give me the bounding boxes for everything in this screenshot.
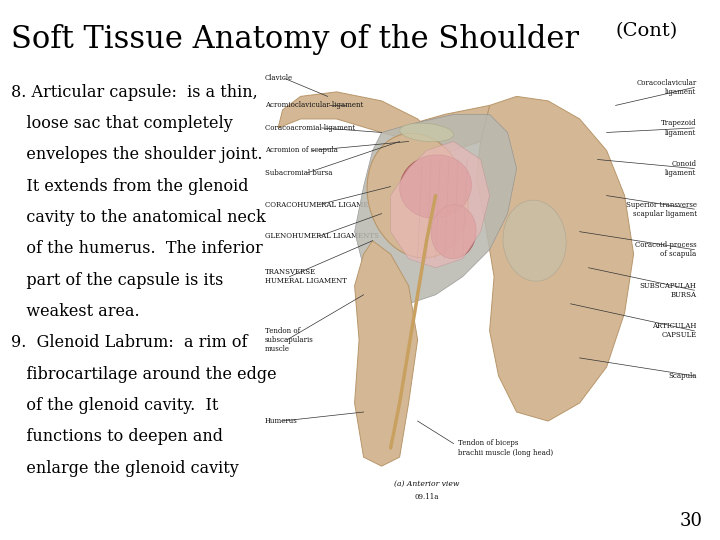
- Text: SUBSCAPULAH
BURSA: SUBSCAPULAH BURSA: [640, 282, 697, 299]
- Text: Acromioclavicular ligament: Acromioclavicular ligament: [265, 102, 363, 110]
- Text: Conoid
ligament: Conoid ligament: [665, 160, 697, 177]
- Text: Tendon of biceps
brachii muscle (long head): Tendon of biceps brachii muscle (long he…: [458, 440, 553, 457]
- Text: Trapezoid
ligament: Trapezoid ligament: [661, 119, 697, 137]
- Polygon shape: [278, 92, 426, 141]
- Polygon shape: [476, 97, 634, 421]
- Ellipse shape: [400, 155, 472, 218]
- Text: functions to deepen and: functions to deepen and: [11, 428, 222, 445]
- Ellipse shape: [431, 205, 476, 259]
- Polygon shape: [355, 114, 517, 304]
- Text: Coracoclavicular
ligament: Coracoclavicular ligament: [636, 79, 697, 96]
- Text: loose sac that completely: loose sac that completely: [11, 115, 233, 132]
- Text: Humerus: Humerus: [265, 417, 297, 425]
- Ellipse shape: [400, 123, 454, 141]
- Text: (a) Anterior view: (a) Anterior view: [394, 480, 459, 488]
- Text: Clavicle: Clavicle: [265, 75, 293, 83]
- Text: Subacromial bursa: Subacromial bursa: [265, 169, 332, 177]
- Text: GLENOHUMERAL LIGAMENTS: GLENOHUMERAL LIGAMENTS: [265, 232, 379, 240]
- Text: It extends from the glenoid: It extends from the glenoid: [11, 178, 248, 194]
- Text: of the glenoid cavity.  It: of the glenoid cavity. It: [11, 397, 218, 414]
- Text: of the humerus.  The inferior: of the humerus. The inferior: [11, 240, 263, 257]
- Text: enlarge the glenoid cavity: enlarge the glenoid cavity: [11, 460, 238, 476]
- Text: 8. Articular capsule:  is a thin,: 8. Articular capsule: is a thin,: [11, 84, 258, 100]
- Text: part of the capsule is its: part of the capsule is its: [11, 272, 223, 288]
- Text: Acromion of scapula: Acromion of scapula: [265, 146, 338, 154]
- Text: TRANSVERSE
HUMERAL LIGAMENT: TRANSVERSE HUMERAL LIGAMENT: [265, 268, 346, 285]
- Text: Soft Tissue Anatomy of the Shoulder: Soft Tissue Anatomy of the Shoulder: [11, 24, 588, 55]
- Text: Superior transverse
scapular ligament: Superior transverse scapular ligament: [626, 200, 697, 218]
- Text: 09.11a: 09.11a: [414, 493, 439, 501]
- Ellipse shape: [503, 200, 566, 281]
- Text: envelopes the shoulder joint.: envelopes the shoulder joint.: [11, 146, 262, 163]
- Text: Coracoid process
of scapula: Coracoid process of scapula: [635, 241, 697, 258]
- Polygon shape: [391, 141, 490, 268]
- Text: fibrocartilage around the edge: fibrocartilage around the edge: [11, 366, 276, 382]
- Ellipse shape: [367, 133, 468, 258]
- Text: ARTICULAH
CAPSULE: ARTICULAH CAPSULE: [652, 322, 697, 340]
- Text: cavity to the anatomical neck: cavity to the anatomical neck: [11, 209, 266, 226]
- Text: Tendon of
subscapularis
muscle: Tendon of subscapularis muscle: [265, 327, 313, 353]
- Polygon shape: [355, 241, 418, 466]
- Text: (Cont): (Cont): [616, 22, 678, 39]
- Text: CORACOHUMERAL LIGAMENT: CORACOHUMERAL LIGAMENT: [265, 200, 379, 208]
- Text: 9.  Glenoid Labrum:  a rim of: 9. Glenoid Labrum: a rim of: [11, 334, 247, 351]
- Text: Scapula: Scapula: [668, 372, 697, 380]
- Polygon shape: [391, 105, 490, 159]
- Text: Coracoacromial ligament: Coracoacromial ligament: [265, 124, 355, 132]
- Text: 30: 30: [680, 512, 703, 530]
- Text: weakest area.: weakest area.: [11, 303, 140, 320]
